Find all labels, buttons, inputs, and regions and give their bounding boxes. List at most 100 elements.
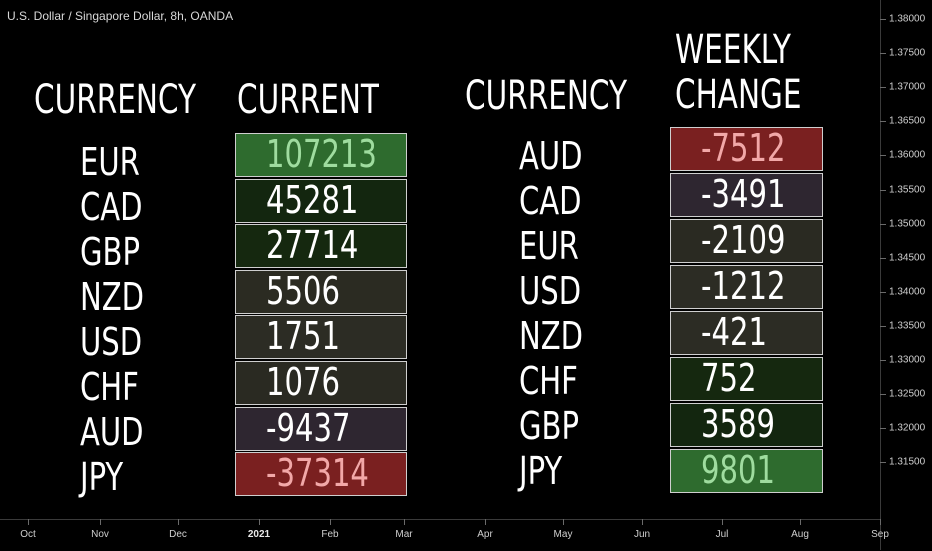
price-axis-label: 1.33000 — [889, 354, 926, 366]
time-axis-label: Nov — [91, 529, 109, 540]
price-axis-tick — [880, 325, 886, 327]
time-axis-label: Feb — [321, 529, 339, 540]
price-axis-tick — [880, 257, 886, 259]
value-text: 1751 — [266, 314, 340, 359]
value-text: 1076 — [266, 360, 340, 404]
price-axis-tick — [880, 462, 886, 464]
price-axis-label: 1.37000 — [889, 81, 926, 93]
currency-name: JPY — [80, 455, 124, 499]
value-text: -37314 — [266, 451, 369, 496]
currency-name: EUR — [519, 224, 579, 268]
currency-name: AUD — [519, 134, 583, 178]
currency-name: USD — [80, 320, 143, 364]
time-axis-tick — [485, 519, 486, 525]
value-cell: 45281 — [235, 177, 407, 223]
value-text: 45281 — [266, 177, 359, 222]
price-axis-label: 1.33500 — [889, 320, 926, 332]
left-currency-list: EUR CAD GBP NZD USD CHF AUD JPY — [80, 140, 144, 500]
currency-name: CHF — [519, 359, 578, 403]
time-axis-tick — [28, 519, 29, 525]
time-axis-label: May — [553, 529, 573, 540]
time-axis-label: 2021 — [247, 529, 271, 540]
value-text: 5506 — [266, 268, 340, 313]
price-axis-tick — [880, 291, 886, 293]
value-cell: 9801 — [670, 448, 823, 493]
value-text: -9437 — [266, 405, 351, 450]
time-axis-tick — [178, 519, 179, 525]
time-axis-tick — [722, 519, 723, 525]
value-text: -3491 — [701, 172, 786, 216]
time-axis-label: Oct — [20, 529, 36, 540]
price-axis[interactable] — [880, 0, 932, 550]
value-cell: 107213 — [235, 132, 407, 177]
value-cell: 5506 — [235, 268, 407, 314]
currency-name: NZD — [80, 275, 145, 319]
currency-name: CAD — [80, 185, 143, 229]
time-axis-label: Aug — [791, 529, 809, 540]
value-cell: -7512 — [670, 126, 823, 171]
value-text: -1212 — [701, 264, 786, 308]
price-axis-tick — [880, 87, 886, 89]
price-axis-label: 1.35500 — [889, 184, 926, 195]
value-cell: 27714 — [235, 223, 407, 269]
value-text: 3589 — [701, 402, 775, 446]
value-cell: -37314 — [235, 451, 407, 497]
value-text: -2109 — [701, 218, 786, 262]
price-axis-tick — [880, 121, 886, 123]
value-cell: -3491 — [670, 172, 823, 217]
time-axis-label: Jul — [715, 529, 729, 540]
left-current-heading: CURRENT — [237, 77, 379, 123]
value-text: 27714 — [266, 223, 359, 268]
price-axis-label: 1.32500 — [889, 388, 926, 400]
right-currency-list: AUD CAD EUR USD NZD CHF GBP JPY — [519, 134, 583, 494]
price-axis-tick — [880, 428, 886, 430]
value-cell: 752 — [670, 356, 823, 401]
price-axis-label: 1.34000 — [889, 286, 926, 298]
price-axis-tick — [880, 360, 886, 361]
price-axis-label: 1.36000 — [889, 149, 926, 161]
value-cell: -1212 — [670, 264, 823, 309]
price-axis-label: 1.31500 — [889, 456, 926, 468]
currency-name: JPY — [519, 449, 563, 493]
time-axis-tick — [642, 519, 643, 525]
value-cell: 1751 — [235, 314, 407, 360]
left-currency-heading: CURRENCY — [34, 77, 196, 123]
currency-name: USD — [519, 269, 582, 313]
time-axis-tick — [404, 519, 405, 525]
price-axis-label: 1.32000 — [889, 422, 926, 434]
price-axis-tick — [880, 155, 886, 157]
time-axis-tick — [330, 519, 331, 525]
time-axis-label: Dec — [169, 529, 187, 540]
currency-name: GBP — [519, 404, 579, 448]
value-cell: -2109 — [670, 218, 823, 263]
time-axis[interactable] — [0, 519, 880, 551]
value-text: 9801 — [701, 448, 775, 492]
price-axis-tick — [880, 19, 886, 20]
price-axis-tick — [880, 223, 886, 225]
right-currency-heading: CURRENCY — [465, 73, 627, 119]
price-axis-label: 1.35000 — [889, 218, 926, 230]
value-text: -421 — [701, 310, 767, 354]
currency-name: NZD — [519, 314, 584, 358]
value-text: 752 — [701, 356, 757, 400]
value-cell: -421 — [670, 310, 823, 355]
time-axis-tick — [100, 519, 101, 525]
currency-name: GBP — [80, 230, 140, 274]
value-text: 107213 — [266, 132, 377, 176]
currency-name: EUR — [80, 140, 140, 184]
time-axis-label: Jun — [633, 529, 651, 540]
price-axis-tick — [880, 394, 886, 396]
time-axis-tick — [880, 519, 881, 525]
currency-name: AUD — [80, 410, 144, 454]
right-weekly-heading: WEEKLY — [675, 27, 791, 73]
value-cell: 3589 — [670, 402, 823, 447]
time-axis-label: Mar — [395, 529, 413, 540]
price-axis-label: 1.37500 — [889, 47, 926, 59]
price-axis-label: 1.34500 — [889, 252, 926, 264]
price-axis-tick — [880, 189, 886, 191]
value-cell: -9437 — [235, 405, 407, 451]
right-change-heading: CHANGE — [675, 72, 802, 118]
time-axis-tick — [800, 519, 801, 525]
chart-title: U.S. Dollar / Singapore Dollar, 8h, OAND… — [7, 9, 234, 23]
currency-name: CHF — [80, 365, 139, 409]
